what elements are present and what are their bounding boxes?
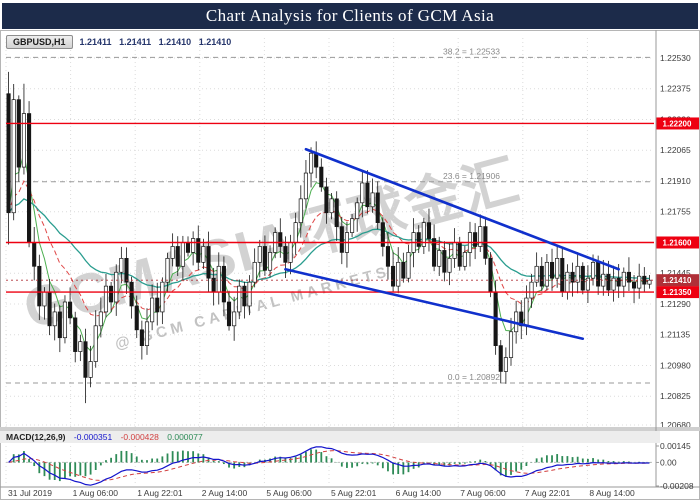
candlestick-chart[interactable]: 31 Jul 2019 1 Aug 06:00 1 Aug 22:01 2 Aug 1… [0,30,700,500]
svg-text:1.21350: 1.21350 [663,288,692,297]
page-title: Chart Analysis for Clients of GCM Asia [205,6,495,25]
svg-text:5 Aug 06:00: 5 Aug 06:00 [266,488,312,498]
svg-text:8 Aug 14:00: 8 Aug 14:00 [589,488,635,498]
svg-text:1.21445: 1.21445 [660,268,691,278]
svg-text:1.21135: 1.21135 [660,330,690,340]
svg-text:1.21600: 1.21600 [663,238,692,247]
macd-hist-value: 0.000077 [167,432,203,442]
title-banner: Chart Analysis for Clients of GCM Asia [2,3,698,29]
macd-value: -0.000351 [73,432,113,442]
svg-text:38.2 = 1.22533: 38.2 = 1.22533 [443,46,500,56]
quote-low: 1.21410 [158,37,192,47]
svg-text:1.22530: 1.22530 [660,53,691,63]
svg-text:1.20680: 1.20680 [660,420,691,430]
svg-text:7 Aug 06:00: 7 Aug 06:00 [460,488,506,498]
symbol-bar: GBPUSD,H1 1.21411 1.21411 1.21410 1.2141… [6,35,236,49]
svg-text:23.6 = 1.21906: 23.6 = 1.21906 [443,171,500,181]
svg-text:5 Aug 22:01: 5 Aug 22:01 [331,488,377,498]
svg-text:1.20980: 1.20980 [660,360,691,370]
svg-text:1.22200: 1.22200 [663,119,692,128]
svg-text:1 Aug 06:00: 1 Aug 06:00 [73,488,119,498]
svg-text:1.22065: 1.22065 [660,145,691,155]
svg-text:31 Jul 2019: 31 Jul 2019 [8,488,52,498]
svg-text:1 Aug 22:01: 1 Aug 22:01 [137,488,183,498]
svg-text:1.22375: 1.22375 [660,84,691,94]
chart-window: GCMASIA环球金汇 @ GCM CAPITAL MARKETS 31 Jul… [0,30,700,500]
macd-label: MACD(12,26,9) [6,432,66,442]
svg-text:6 Aug 14:00: 6 Aug 14:00 [396,488,442,498]
svg-text:1.20825: 1.20825 [660,391,691,401]
svg-text:0.00145: 0.00145 [660,441,691,451]
svg-text:1.21910: 1.21910 [660,176,691,186]
svg-text:7 Aug 22:01: 7 Aug 22:01 [525,488,571,498]
svg-text:2 Aug 14:00: 2 Aug 14:00 [202,488,248,498]
svg-text:0.0 = 1.20892: 0.0 = 1.20892 [448,372,501,382]
svg-text:1.21290: 1.21290 [660,299,691,309]
svg-text:-0.00208: -0.00208 [660,481,694,491]
svg-text:1.21755: 1.21755 [660,207,691,217]
macd-indicator-header: MACD(12,26,9) -0.000351 -0.000428 0.0000… [0,431,660,443]
quote-open: 1.21411 [79,37,112,47]
quote-close: 1.21410 [198,37,232,47]
symbol-tab[interactable]: GBPUSD,H1 [6,35,73,49]
macd-signal-value: -0.000428 [120,432,159,442]
ohlc-quotes: 1.21411 1.21411 1.21410 1.21410 [80,37,237,47]
quote-high: 1.21411 [119,37,152,47]
svg-text:0.00: 0.00 [660,457,677,467]
svg-text:1.21410: 1.21410 [663,276,692,285]
